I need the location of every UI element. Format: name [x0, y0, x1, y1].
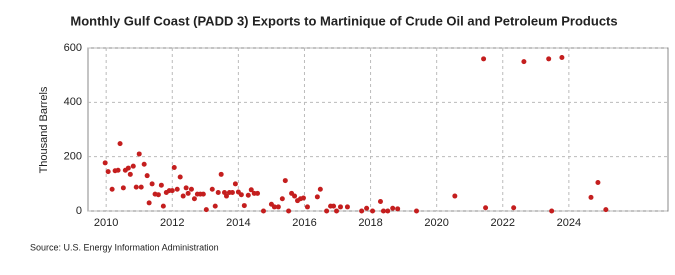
- point: [218, 171, 224, 177]
- point: [300, 195, 306, 201]
- point: [260, 208, 266, 214]
- point: [138, 184, 144, 190]
- point: [370, 208, 376, 214]
- point: [286, 208, 292, 214]
- point: [364, 205, 370, 211]
- point: [304, 204, 310, 210]
- x-tick-label: 2010: [94, 217, 118, 229]
- x-tick-label: 2022: [491, 217, 515, 229]
- point: [282, 178, 288, 184]
- point: [215, 190, 221, 196]
- point: [595, 179, 601, 185]
- y-tick-label: 400: [64, 96, 82, 108]
- point: [377, 198, 383, 204]
- point: [344, 204, 350, 210]
- point: [160, 203, 166, 209]
- point: [188, 186, 194, 192]
- point: [133, 184, 139, 190]
- point: [521, 59, 527, 65]
- point: [359, 208, 365, 214]
- x-tick-label: 2014: [226, 217, 250, 229]
- point: [245, 192, 251, 198]
- point: [483, 205, 489, 211]
- point: [223, 193, 229, 199]
- point: [177, 174, 183, 180]
- y-tick-label: 600: [64, 42, 82, 54]
- x-tick-label: 2020: [424, 217, 448, 229]
- point: [102, 160, 108, 166]
- source-note: Source: U.S. Energy Information Administ…: [30, 242, 219, 252]
- point: [127, 171, 133, 177]
- point: [169, 188, 175, 194]
- x-tick-label: 2012: [160, 217, 184, 229]
- y-axis-label: Thousand Barrels: [38, 86, 50, 173]
- y-tick-label: 0: [76, 205, 82, 217]
- point: [191, 196, 197, 202]
- x-tick-label: 2018: [358, 217, 382, 229]
- x-tick-label: 2024: [557, 217, 581, 229]
- point: [109, 186, 115, 192]
- point: [180, 193, 186, 199]
- point: [105, 169, 111, 175]
- point: [149, 181, 155, 187]
- point: [549, 208, 555, 214]
- point: [158, 182, 164, 188]
- point: [603, 207, 609, 213]
- point: [337, 204, 343, 210]
- point: [155, 192, 161, 198]
- point: [385, 208, 391, 214]
- point: [559, 55, 565, 61]
- point: [279, 196, 285, 202]
- point: [248, 187, 254, 193]
- point: [200, 191, 206, 197]
- point: [130, 163, 136, 169]
- point: [241, 203, 247, 209]
- point: [117, 141, 123, 147]
- point: [174, 186, 180, 192]
- point: [144, 173, 150, 179]
- point: [317, 186, 323, 192]
- point: [125, 165, 131, 171]
- point: [452, 193, 458, 199]
- point: [120, 185, 126, 191]
- point: [395, 206, 401, 212]
- point: [546, 56, 552, 62]
- x-tick-label: 2016: [292, 217, 316, 229]
- point: [481, 56, 487, 62]
- point: [275, 204, 281, 210]
- point: [212, 203, 218, 209]
- y-tick-label: 200: [64, 151, 82, 163]
- point: [229, 190, 235, 196]
- point: [183, 185, 189, 191]
- point: [238, 192, 244, 198]
- point: [380, 208, 386, 214]
- point: [146, 200, 152, 206]
- plot-frame: [87, 47, 669, 212]
- point: [314, 194, 320, 200]
- point: [588, 194, 594, 200]
- point: [255, 190, 261, 196]
- point: [324, 208, 330, 214]
- point: [232, 181, 238, 187]
- point: [414, 208, 420, 214]
- point: [115, 167, 121, 173]
- point: [511, 205, 517, 211]
- point: [334, 208, 340, 214]
- point: [185, 190, 191, 196]
- chart-title: Monthly Gulf Coast (PADD 3) Exports to M…: [70, 13, 617, 28]
- point: [292, 193, 298, 199]
- point: [331, 203, 337, 209]
- point: [141, 161, 147, 167]
- point: [390, 205, 396, 211]
- point: [203, 207, 209, 213]
- point: [136, 151, 142, 157]
- point: [171, 165, 177, 171]
- point: [209, 186, 215, 192]
- point: [271, 204, 277, 210]
